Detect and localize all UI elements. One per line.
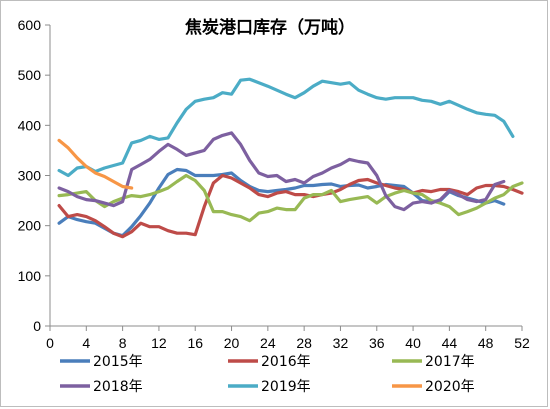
y-tick-label: 500 <box>18 67 42 83</box>
x-tick-label: 24 <box>260 335 276 351</box>
y-tick-label: 400 <box>18 117 42 133</box>
x-tick-label: 44 <box>442 335 458 351</box>
x-tick-label: 20 <box>224 335 240 351</box>
x-tick-label: 0 <box>46 335 54 351</box>
x-tick-label: 4 <box>82 335 90 351</box>
chart-title: 焦炭港口库存（万吨） <box>184 17 355 38</box>
series-line-3 <box>57 131 506 212</box>
x-tick-label: 16 <box>187 335 203 351</box>
y-tick-label: 100 <box>18 268 42 284</box>
legend-label-4: 2019年 <box>261 379 311 395</box>
series-line-2 <box>57 173 524 223</box>
y-tick-label: 600 <box>18 17 42 33</box>
series-lines <box>57 77 524 239</box>
y-tick-label: 0 <box>33 318 41 334</box>
x-tick-label: 8 <box>119 335 127 351</box>
x-tick-label: 36 <box>369 335 385 351</box>
series-line-5 <box>57 138 134 190</box>
x-tick-label: 32 <box>333 335 349 351</box>
y-tick-label: 200 <box>18 218 42 234</box>
legend: 2015年 2016年 2017年 2018年 2019年 2020年 <box>60 354 475 395</box>
legend-label-2: 2017年 <box>425 354 475 370</box>
x-tick-label: 48 <box>478 335 494 351</box>
series-line-4 <box>57 77 515 178</box>
x-tick-label: 12 <box>151 335 167 351</box>
legend-label-1: 2016年 <box>261 354 311 370</box>
series-line-1 <box>57 173 524 239</box>
x-tick-label: 52 <box>514 335 530 351</box>
x-tick-label: 40 <box>405 335 421 351</box>
legend-label-3: 2018年 <box>93 379 143 395</box>
x-tick-label: 28 <box>296 335 312 351</box>
legend-label-5: 2020年 <box>425 379 475 395</box>
legend-label-0: 2015年 <box>93 354 143 370</box>
y-tick-label: 300 <box>18 168 42 184</box>
